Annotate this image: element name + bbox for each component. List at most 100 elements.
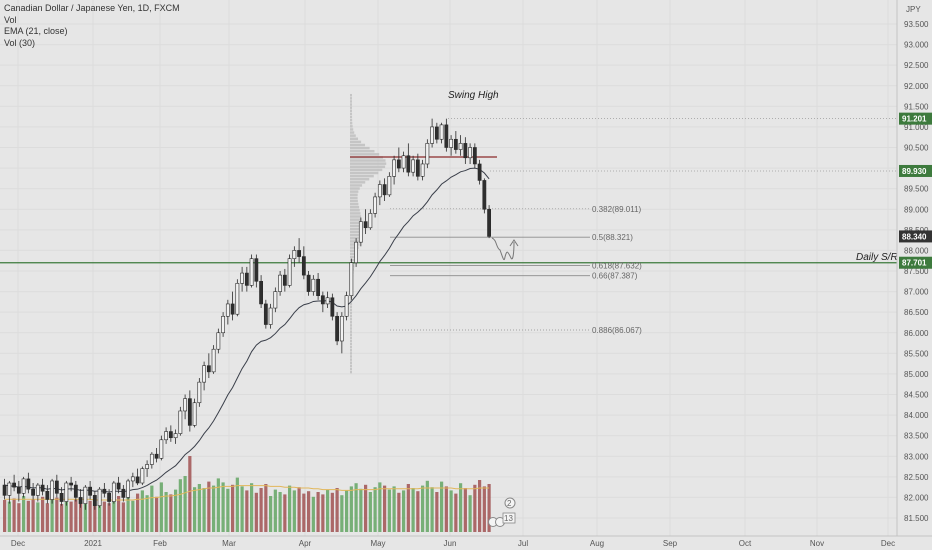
candle-body-58 bbox=[278, 274, 283, 292]
y-tick-label-5: 91.000 bbox=[904, 123, 929, 132]
candle-body-51 bbox=[244, 272, 249, 286]
candle-body-33 bbox=[159, 439, 164, 459]
volume-bar-23 bbox=[112, 499, 116, 532]
candle-41 bbox=[197, 378, 202, 407]
profile-row-12 bbox=[350, 131, 355, 134]
candle-83 bbox=[396, 147, 401, 173]
volume-bar-20 bbox=[98, 498, 102, 532]
volume-bar-2 bbox=[12, 498, 16, 532]
fib-label-4: 0.886(86.067) bbox=[592, 326, 642, 335]
candle-62 bbox=[297, 238, 302, 263]
candle-body-54 bbox=[259, 280, 264, 305]
y-tick-label-15: 86.000 bbox=[904, 329, 929, 338]
candle-body-9 bbox=[45, 490, 50, 500]
candle-34 bbox=[164, 427, 169, 444]
candle-body-26 bbox=[126, 480, 131, 498]
legend-volume[interactable]: Vol bbox=[4, 14, 17, 25]
candle-30 bbox=[145, 460, 150, 477]
volume-bar-33 bbox=[159, 482, 163, 532]
candle-body-42 bbox=[202, 365, 207, 383]
candle-body-76 bbox=[363, 221, 368, 229]
profile-row-42 bbox=[350, 224, 362, 228]
candle-body-81 bbox=[387, 176, 392, 196]
candle-35 bbox=[168, 425, 173, 442]
candle-body-68 bbox=[325, 297, 330, 305]
projection-path-line bbox=[491, 237, 515, 261]
event-badges[interactable]: 2 13 bbox=[488, 497, 516, 527]
candle-14 bbox=[69, 476, 74, 492]
candle-body-14 bbox=[69, 482, 74, 486]
volume-bar-13 bbox=[64, 498, 68, 532]
volume-bar-39 bbox=[188, 456, 192, 532]
candle-body-97 bbox=[463, 143, 468, 159]
candles[interactable] bbox=[2, 118, 492, 510]
profile-row-15 bbox=[350, 140, 362, 144]
candle-11 bbox=[54, 474, 59, 498]
price-axis[interactable]: JPY 93.500 93.000 92.500 92.000 91.500 91.000… bbox=[896, 0, 929, 536]
profile-row-68 bbox=[350, 305, 353, 308]
candle-20 bbox=[97, 487, 102, 508]
candle-44 bbox=[211, 345, 216, 374]
candle-body-91 bbox=[434, 126, 439, 140]
event-badge-group[interactable] bbox=[502, 512, 516, 524]
candle-21 bbox=[102, 483, 107, 498]
volume-bar-99 bbox=[473, 484, 477, 532]
candle-body-25 bbox=[121, 488, 126, 498]
candle-96 bbox=[458, 135, 463, 156]
candle-37 bbox=[178, 406, 183, 436]
profile-row-84 bbox=[350, 355, 352, 358]
y-tick-label-14: 86.500 bbox=[904, 308, 929, 317]
candle-body-71 bbox=[339, 315, 344, 342]
profile-row-13 bbox=[350, 134, 356, 137]
profile-row-5 bbox=[350, 109, 353, 113]
event-badge-top-label: 2 bbox=[507, 499, 512, 508]
candle-91 bbox=[434, 122, 439, 144]
legend-volume-ma[interactable]: Vol (30) bbox=[4, 37, 36, 48]
candle-42 bbox=[202, 361, 207, 391]
x-tick-label-10: Oct bbox=[739, 539, 752, 548]
volume-bars bbox=[3, 456, 491, 532]
candle-3 bbox=[16, 480, 21, 502]
candle-25 bbox=[121, 485, 126, 502]
grid bbox=[0, 0, 897, 536]
candle-17 bbox=[83, 485, 88, 510]
candle-49 bbox=[235, 279, 240, 317]
candle-59 bbox=[282, 268, 287, 292]
candle-50 bbox=[240, 266, 245, 292]
profile-row-28 bbox=[350, 181, 366, 184]
candle-79 bbox=[377, 180, 382, 206]
time-axis[interactable]: Dec 2021 Feb Mar Apr May Jun Jul Aug Sep Oct Nov Dec bbox=[0, 535, 932, 548]
y-tick-label-1: 93.000 bbox=[904, 41, 929, 50]
fib-label-1: 0.5(88.321) bbox=[592, 233, 633, 242]
event-badge-top[interactable] bbox=[504, 497, 516, 509]
candle-84 bbox=[401, 151, 406, 173]
volume-bar-58 bbox=[278, 492, 282, 532]
candle-body-86 bbox=[411, 159, 416, 173]
candle-97 bbox=[463, 137, 468, 164]
legend-ema[interactable]: EMA (21, close) bbox=[4, 26, 68, 36]
candle-71 bbox=[339, 312, 344, 354]
candle-48 bbox=[230, 291, 235, 321]
candle-body-78 bbox=[373, 196, 378, 214]
volume-bar-25 bbox=[121, 502, 125, 532]
candle-body-24 bbox=[116, 482, 121, 490]
candle-28 bbox=[135, 468, 140, 486]
profile-row-26 bbox=[350, 174, 374, 178]
profile-row-22 bbox=[350, 162, 387, 165]
volume-bar-84 bbox=[402, 490, 406, 532]
candle-body-7 bbox=[35, 484, 40, 496]
x-tick-label-9: Sep bbox=[663, 539, 678, 548]
profile-row-44 bbox=[350, 230, 362, 234]
volume-bar-45 bbox=[216, 478, 220, 532]
candle-36 bbox=[173, 429, 178, 444]
volume-bar-5 bbox=[26, 500, 30, 532]
profile-row-67 bbox=[350, 302, 353, 305]
symbol-title[interactable]: Canadian Dollar / Japanese Yen, 1D, FXCM bbox=[4, 3, 180, 13]
candle-body-20 bbox=[97, 488, 102, 506]
y-tick-label-19: 84.000 bbox=[904, 411, 929, 420]
candle-body-65 bbox=[311, 278, 316, 292]
price-tag-bg-1 bbox=[899, 164, 932, 177]
candle-51 bbox=[244, 266, 249, 292]
